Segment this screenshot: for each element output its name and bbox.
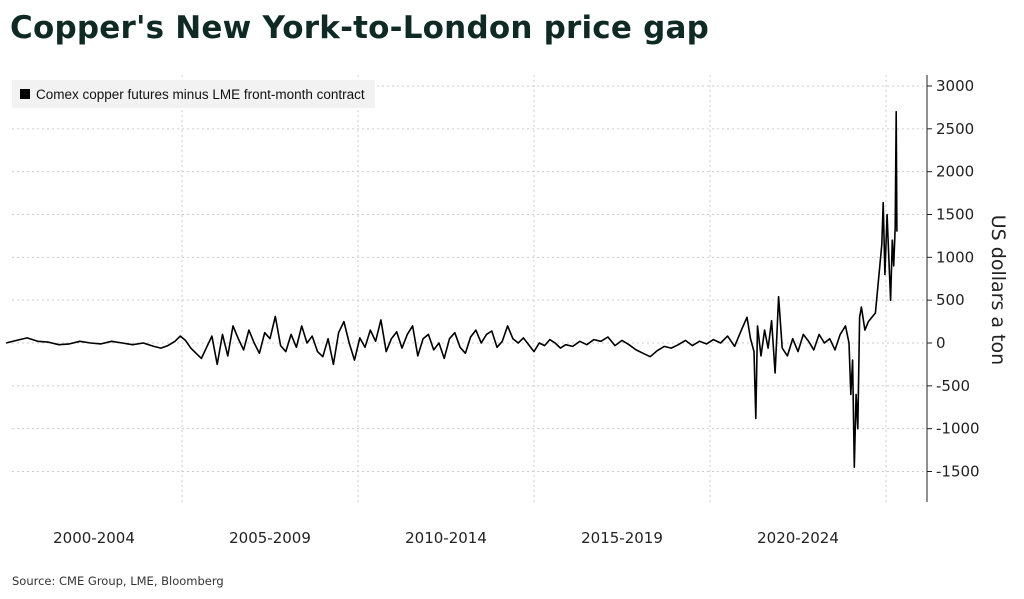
y-tick-label: 3000 [936,77,974,95]
y-tick-label: 500 [936,291,965,309]
series-line [5,110,898,468]
x-tick-label: 2015-2019 [581,529,663,547]
y-tick-label: 1500 [936,206,974,224]
chart-legend: Comex copper futures minus LME front-mon… [12,80,375,108]
series-layer [5,110,898,468]
y-tick-label: 1000 [936,248,974,266]
y-tick-label: -1500 [936,463,980,481]
y-tick-label: 2000 [936,163,974,181]
y-tick-label: 2500 [936,120,974,138]
legend-entry-label: Comex copper futures minus LME front-mon… [36,86,365,102]
x-tick-label: 2005-2009 [229,529,311,547]
y-tick-label: -1000 [936,420,980,438]
source-note: Source: CME Group, LME, Bloomberg [12,574,224,588]
chart-title: Copper's New York-to-London price gap [10,10,709,46]
gridlines [12,75,927,502]
y-axis-ticks: 3000 2500 2000 1500 1000 500 0 -500 -1000 -1500 [927,77,980,481]
y-axis-label: US dollars a ton [987,214,1009,366]
legend-swatch [20,89,30,99]
x-axis-ticks: 2000-2004 2005-2009 2010-2014 2015-2019 2020… [53,529,839,547]
y-tick-label: 0 [936,334,946,352]
x-tick-label: 2020-2024 [757,529,839,547]
x-tick-label: 2010-2014 [405,529,487,547]
y-tick-label: -500 [936,377,970,395]
x-tick-label: 2000-2004 [53,529,135,547]
